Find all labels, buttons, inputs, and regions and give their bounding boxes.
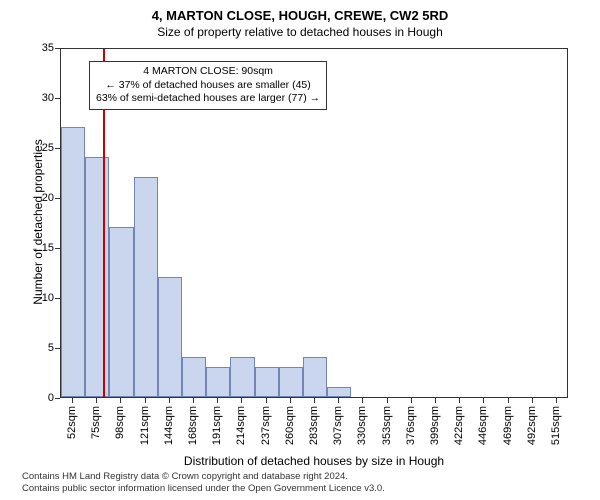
footer-line-1: Contains HM Land Registry data © Crown c… (22, 471, 348, 482)
y-tick-mark (55, 398, 60, 399)
x-tick-mark (483, 398, 484, 403)
x-tick-label: 469sqm (502, 406, 514, 445)
histogram-bar (61, 127, 85, 397)
histogram-bar (85, 157, 109, 397)
histogram-bar (230, 357, 254, 397)
y-tick-mark (55, 48, 60, 49)
x-tick-mark (169, 398, 170, 403)
x-tick-mark (362, 398, 363, 403)
y-tick-mark (55, 148, 60, 149)
x-tick-mark (338, 398, 339, 403)
chart-subtitle: Size of property relative to detached ho… (0, 23, 600, 39)
x-tick-mark (387, 398, 388, 403)
y-tick-mark (55, 298, 60, 299)
x-tick-mark (290, 398, 291, 403)
x-tick-mark (266, 398, 267, 403)
x-tick-mark (411, 398, 412, 403)
histogram-bar (206, 367, 230, 397)
y-tick-label: 30 (32, 92, 54, 104)
x-tick-label: 98sqm (114, 406, 126, 439)
x-tick-label: 353sqm (381, 406, 393, 445)
annotation-box: 4 MARTON CLOSE: 90sqm ← 37% of detached … (89, 61, 327, 110)
x-tick-mark (120, 398, 121, 403)
x-tick-mark (241, 398, 242, 403)
histogram-bar (327, 387, 351, 397)
x-tick-mark (145, 398, 146, 403)
x-tick-mark (459, 398, 460, 403)
x-tick-label: 492sqm (526, 406, 538, 445)
x-tick-label: 52sqm (66, 406, 78, 439)
x-tick-mark (217, 398, 218, 403)
annotation-line-3: 63% of semi-detached houses are larger (… (96, 92, 320, 106)
x-tick-mark (435, 398, 436, 403)
histogram-bar (255, 367, 279, 397)
x-tick-label: 144sqm (163, 406, 175, 445)
annotation-line-1: 4 MARTON CLOSE: 90sqm (96, 65, 320, 79)
x-tick-label: 121sqm (139, 406, 151, 445)
x-tick-label: 330sqm (356, 406, 368, 445)
y-tick-mark (55, 248, 60, 249)
x-tick-label: 515sqm (550, 406, 562, 445)
x-tick-mark (314, 398, 315, 403)
histogram-bar (182, 357, 206, 397)
x-tick-label: 422sqm (453, 406, 465, 445)
x-tick-label: 446sqm (477, 406, 489, 445)
annotation-line-2: ← 37% of detached houses are smaller (45… (96, 79, 320, 93)
x-tick-label: 376sqm (405, 406, 417, 445)
x-axis-label: Distribution of detached houses by size … (60, 454, 568, 468)
histogram-bar (158, 277, 182, 397)
x-tick-mark (193, 398, 194, 403)
plot-area: 4 MARTON CLOSE: 90sqm ← 37% of detached … (60, 48, 568, 398)
x-tick-label: 237sqm (260, 406, 272, 445)
histogram-bar (279, 367, 303, 397)
x-tick-label: 191sqm (211, 406, 223, 445)
x-tick-label: 307sqm (332, 406, 344, 445)
histogram-bar (109, 227, 133, 397)
x-tick-label: 168sqm (187, 406, 199, 445)
x-tick-label: 399sqm (429, 406, 441, 445)
histogram-bar (303, 357, 327, 397)
x-tick-mark (72, 398, 73, 403)
y-tick-label: 5 (32, 342, 54, 354)
footer-line-2: Contains public sector information licen… (22, 483, 385, 494)
x-tick-mark (556, 398, 557, 403)
y-tick-mark (55, 348, 60, 349)
x-tick-label: 283sqm (308, 406, 320, 445)
y-tick-label: 35 (32, 42, 54, 54)
histogram-bar (134, 177, 158, 397)
y-axis-label: Number of detached properties (31, 122, 45, 322)
chart-container: 4, MARTON CLOSE, HOUGH, CREWE, CW2 5RD S… (0, 0, 600, 500)
chart-title: 4, MARTON CLOSE, HOUGH, CREWE, CW2 5RD (0, 0, 600, 23)
x-tick-label: 260sqm (284, 406, 296, 445)
y-tick-mark (55, 98, 60, 99)
x-tick-mark (96, 398, 97, 403)
y-tick-label: 0 (32, 392, 54, 404)
y-tick-mark (55, 198, 60, 199)
x-tick-mark (532, 398, 533, 403)
x-tick-label: 214sqm (235, 406, 247, 445)
x-tick-label: 75sqm (90, 406, 102, 439)
x-tick-mark (508, 398, 509, 403)
